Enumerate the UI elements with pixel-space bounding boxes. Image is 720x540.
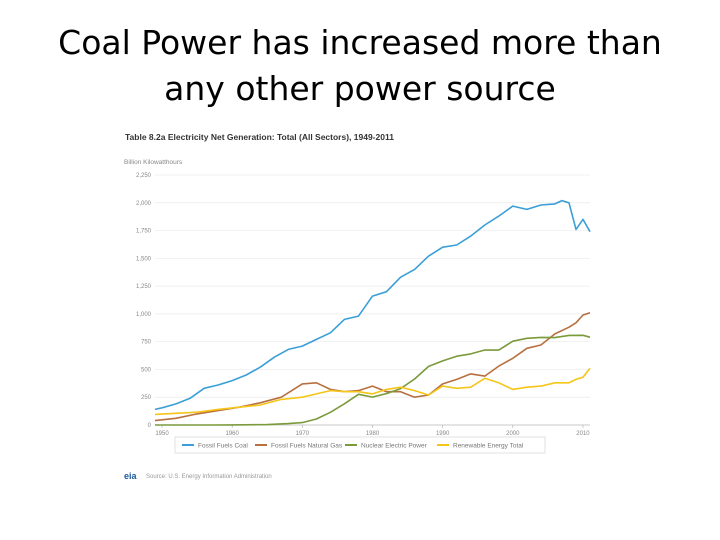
legend-box <box>174 436 546 454</box>
x-tick-label: 2000 <box>506 431 520 437</box>
source-note: eia Source: U.S. Energy Information Admi… <box>124 471 272 481</box>
series-line <box>155 334 591 426</box>
y-tick-label: 2,000 <box>136 201 152 207</box>
y-tick-label: 2,250 <box>136 173 152 179</box>
y-tick-label: 0 <box>148 423 152 429</box>
x-tick-label: 1990 <box>436 431 450 437</box>
y-tick-label: 250 <box>141 395 152 401</box>
chart-image: Table 8.2a Electricity Net Generation: T… <box>110 125 610 485</box>
legend-label: Fossil Fuels Coal <box>198 443 248 450</box>
x-tick-label: 1970 <box>296 431 310 437</box>
series-line <box>154 312 591 422</box>
x-tick-label: 1950 <box>155 431 169 437</box>
x-tick-label: 2010 <box>576 431 590 437</box>
y-tick-labels: 0 250 500 750 1,000 1,250 1,500 1,750 2,000 2,250 <box>136 173 152 429</box>
slide-title-line-1: Coal Power has increased more than <box>58 23 662 62</box>
legend: Fossil Fuels Coal Fossil Fuels Natural Ga… <box>174 436 546 454</box>
chart-title: Table 8.2a Electricity Net Generation: T… <box>125 132 394 142</box>
line-chart: Table 8.2a Electricity Net Generation: T… <box>124 132 591 481</box>
series-line <box>154 367 591 416</box>
source-text: Source: U.S. Energy Information Administ… <box>146 474 272 480</box>
slide-title: Coal Power has increased more than any o… <box>0 20 720 112</box>
legend-label: Renewable Energy Total <box>453 443 524 450</box>
x-tick-labels: 1950 1960 1970 1980 1990 2000 2010 <box>155 425 590 437</box>
y-tick-label: 1,250 <box>136 284 152 290</box>
y-axis-label: Billion Kilowatthours <box>124 159 183 166</box>
legend-label: Fossil Fuels Natural Gas <box>271 443 343 450</box>
slide-title-line-2: any other power source <box>164 69 556 108</box>
x-tick-label: 1960 <box>225 431 239 437</box>
y-tick-label: 1,500 <box>136 256 152 262</box>
series-line <box>154 199 591 411</box>
x-tick-label: 1980 <box>366 431 380 437</box>
legend-label: Nuclear Electric Power <box>361 443 428 450</box>
series-lines <box>154 199 591 426</box>
eia-logo: eia <box>124 471 138 481</box>
y-tick-label: 1,750 <box>136 229 152 235</box>
y-tick-label: 750 <box>141 340 152 346</box>
y-tick-label: 500 <box>141 367 152 373</box>
y-tick-label: 1,000 <box>136 312 152 318</box>
